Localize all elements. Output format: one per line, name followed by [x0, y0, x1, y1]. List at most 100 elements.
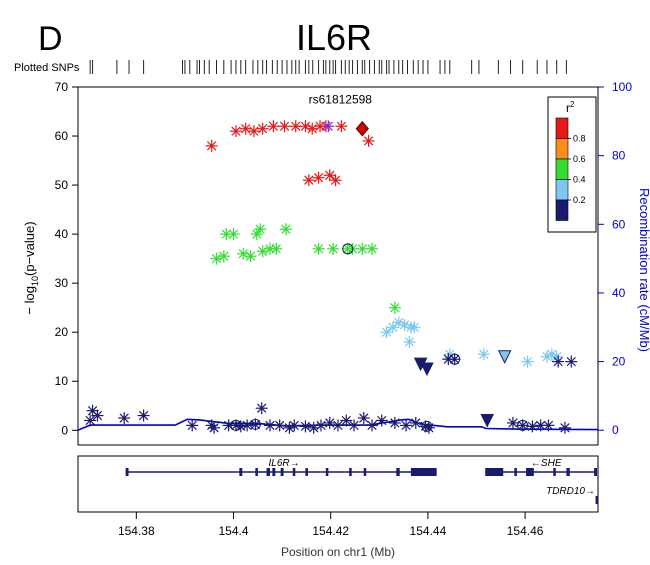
snp-point-navy [348, 419, 361, 432]
y-tick-label: 0 [61, 423, 68, 437]
snp-star-stroke [390, 303, 400, 313]
y-tick-label: 10 [55, 374, 69, 388]
gene-exon [125, 468, 129, 476]
snp-point-navy [332, 419, 344, 432]
snp-point-navy [314, 419, 327, 432]
snp-point-lightblue [477, 348, 490, 361]
snp-circle-marker [249, 418, 261, 430]
snp-star-stroke [552, 352, 562, 362]
gene-exon [272, 468, 276, 476]
snp-point-green [254, 223, 267, 236]
lead-snp-label: rs61812598 [309, 93, 373, 107]
snp-star-stroke [330, 175, 341, 185]
snp-star-stroke [409, 322, 419, 332]
snp-star-stroke [187, 420, 197, 431]
snp-point-red [247, 125, 260, 138]
snp-circle-marker [517, 419, 529, 431]
snp-star-stroke [289, 420, 299, 431]
snp-point-green [227, 228, 240, 241]
snp-point-navy [186, 419, 199, 432]
snp-star-stroke [535, 420, 546, 431]
snp-star-stroke [508, 418, 518, 428]
y-tick-label: 70 [55, 80, 69, 94]
snp-point-navy [263, 419, 276, 432]
snp-star-stroke [275, 420, 285, 431]
snp-star-stroke [333, 420, 343, 431]
snp-point-navy [323, 416, 336, 429]
y-axis-label: − log10(p−value) [22, 221, 40, 314]
snp-point-navy [366, 419, 379, 432]
legend-label: 0.4 [573, 175, 586, 185]
snp-point-navy [448, 353, 461, 366]
snp-point-navy [273, 419, 286, 432]
snp-star-stroke [527, 421, 538, 432]
snp-point-red [306, 122, 319, 135]
snp-point-navy [422, 421, 435, 434]
snp-star-stroke [255, 224, 265, 234]
legend-title: r2 [566, 100, 575, 115]
snp-star-stroke [518, 420, 528, 431]
snp-point-navy [558, 421, 571, 434]
lead-snp-diamond [355, 120, 369, 137]
x-axis-label: Position on chr1 (Mb) [281, 545, 395, 559]
gene-exon [266, 468, 270, 476]
gene-exon [485, 468, 504, 476]
snp-star-stroke [522, 356, 533, 367]
snp-star-stroke [367, 244, 377, 254]
legend-title-sup: 2 [570, 100, 575, 109]
snp-point-navy [375, 414, 388, 427]
legend-swatch [555, 199, 569, 221]
snp-rug [89, 60, 567, 74]
snp-star-stroke [404, 337, 415, 347]
snp-star-stroke [323, 121, 333, 131]
gene-exon [239, 468, 243, 476]
snp-point-green [270, 242, 283, 255]
snp-star-stroke [240, 124, 251, 134]
snp-star-stroke [221, 229, 231, 239]
snp-star-stroke [119, 413, 129, 423]
y-axis-label-main: − log [22, 286, 37, 315]
snp-star-stroke [325, 418, 335, 428]
snp-star-stroke [242, 420, 252, 431]
snp-point-navy [340, 414, 353, 427]
snp-point-lightblue [408, 321, 421, 334]
snp-star-stroke [304, 175, 314, 185]
snp-point-red [229, 125, 242, 138]
snp-star-stroke [300, 121, 311, 131]
snp-point-navy [516, 419, 529, 432]
panel-label: D [38, 20, 63, 58]
gene-label-SHE: ←SHE [531, 458, 562, 469]
snp-star-stroke [265, 420, 275, 431]
legend-label: 0.6 [573, 154, 586, 164]
y-tick-label: 50 [55, 178, 69, 192]
snp-point-navy [357, 412, 370, 425]
legend-swatch [555, 179, 569, 201]
snp-star-stroke [543, 420, 554, 431]
snp-point-green [366, 242, 379, 255]
snp-circle-marker [230, 419, 242, 431]
gene-exon [280, 468, 284, 476]
snp-point-green [312, 242, 325, 255]
legend-swatch [555, 117, 569, 139]
snp-point-navy [400, 419, 413, 432]
snp-star-stroke [399, 320, 410, 330]
snp-triangle [480, 413, 495, 428]
legend-title-text: r [566, 101, 570, 115]
snp-point-navy [249, 418, 262, 431]
snp-star-stroke [377, 415, 387, 426]
x-tick-label: 154.42 [312, 524, 349, 538]
y2-tick-label: 20 [612, 355, 626, 369]
snp-star-stroke [85, 415, 95, 426]
snp-point-red [302, 174, 315, 187]
gene-label-TDRD10: TDRD10→ [546, 486, 595, 497]
snp-point-red [278, 120, 291, 133]
snp-point-green [256, 245, 269, 258]
plot-area [77, 86, 599, 446]
snp-point-lightblue [386, 321, 399, 334]
snp-point-red [267, 120, 280, 133]
plotted-snps-label: Plotted SNPs [14, 62, 80, 74]
x-tick-label: 154.44 [410, 524, 447, 538]
y-tick-label: 20 [55, 325, 69, 339]
snp-point-lightblue [521, 355, 534, 368]
gene-track-frame [77, 455, 599, 513]
